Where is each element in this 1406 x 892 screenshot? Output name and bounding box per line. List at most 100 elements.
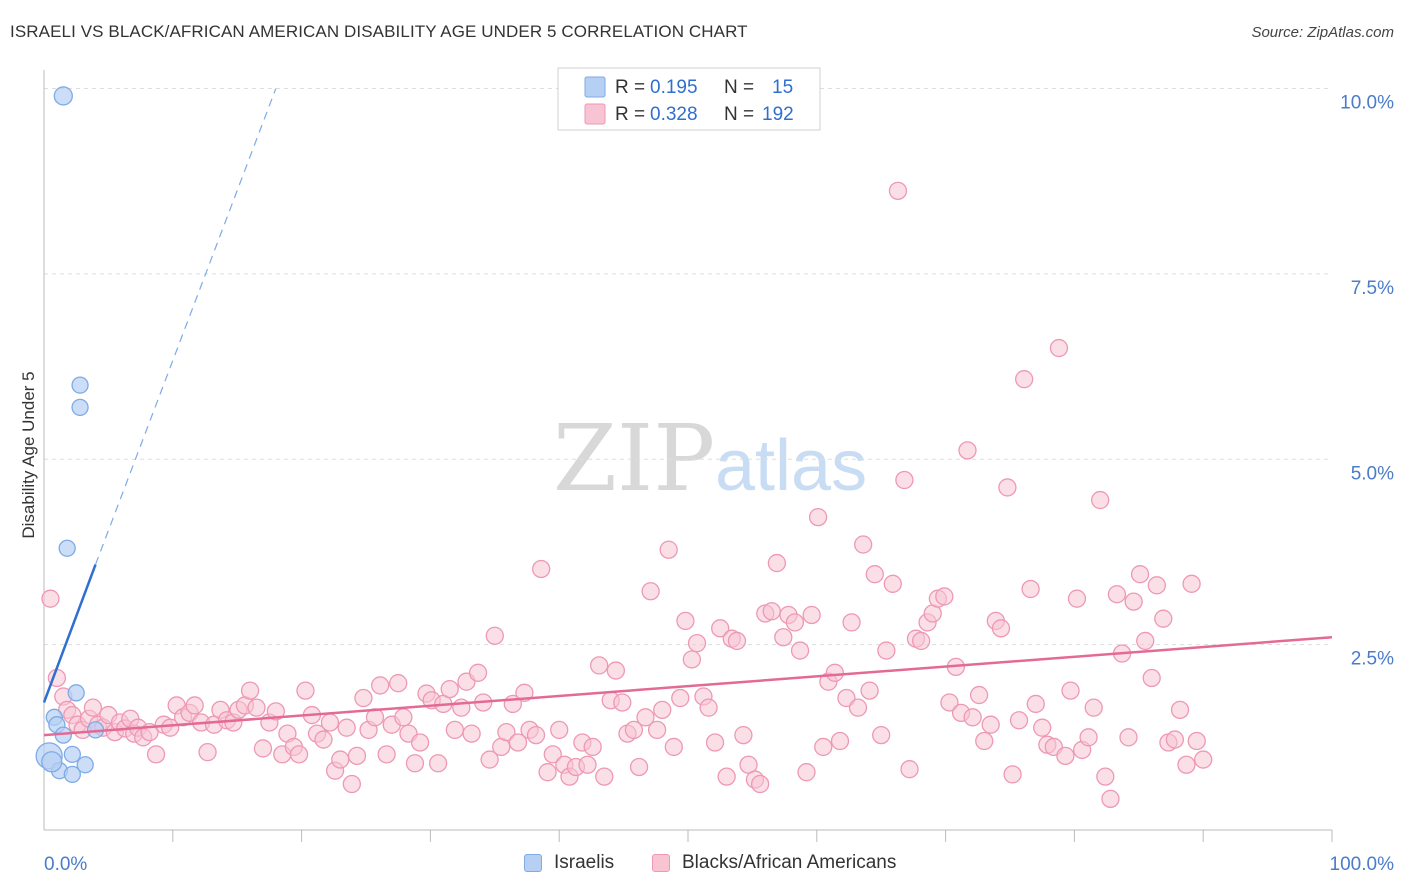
point-blacks-119 bbox=[727, 631, 747, 651]
point-blacks-94 bbox=[583, 737, 602, 757]
point-blacks-163 bbox=[981, 715, 1000, 734]
legend-label-blacks: Blacks/African Americans bbox=[682, 852, 897, 873]
point-blacks-93 bbox=[578, 755, 597, 774]
point-blacks-147 bbox=[888, 181, 908, 201]
point-blacks-182 bbox=[1091, 490, 1110, 510]
point-blacks-109 bbox=[671, 688, 690, 708]
point-blacks-159 bbox=[958, 441, 977, 460]
trendline-blacks bbox=[43, 635, 1333, 737]
point-blacks-102 bbox=[629, 757, 649, 777]
point-blacks-155 bbox=[935, 587, 954, 606]
point-blacks-87 bbox=[543, 745, 562, 764]
point-blacks-52 bbox=[342, 774, 361, 794]
y-tick-label-0: 2.5% bbox=[1351, 649, 1394, 670]
source-credit: Source: ZipAtlas.com bbox=[1251, 24, 1394, 41]
point-blacks-84 bbox=[526, 725, 546, 745]
legend-item-israelis[interactable]: Israelis bbox=[524, 852, 614, 874]
point-blacks-167 bbox=[1003, 765, 1022, 784]
series-israelis-points bbox=[35, 86, 105, 784]
point-blacks-85 bbox=[532, 559, 551, 579]
point-blacks-195 bbox=[1165, 730, 1185, 749]
legend-bottom: Israelis Blacks/African Americans bbox=[0, 850, 1406, 880]
y-tick-label-2: 7.5% bbox=[1351, 278, 1394, 299]
point-blacks-129 bbox=[785, 613, 805, 632]
point-blacks-50 bbox=[331, 750, 350, 769]
point-blacks-176 bbox=[1056, 746, 1075, 766]
legend-r-label-1: R = bbox=[615, 77, 645, 98]
point-blacks-146 bbox=[883, 574, 902, 593]
point-blacks-104 bbox=[641, 582, 660, 601]
point-blacks-115 bbox=[705, 733, 725, 752]
point-israelis-4 bbox=[67, 684, 85, 702]
legend-n-label-2: N = bbox=[724, 104, 754, 125]
point-blacks-133 bbox=[808, 507, 828, 527]
point-blacks-22 bbox=[161, 718, 180, 737]
point-blacks-107 bbox=[659, 540, 678, 559]
point-blacks-137 bbox=[830, 731, 850, 751]
point-blacks-76 bbox=[480, 750, 499, 769]
point-blacks-148 bbox=[895, 470, 914, 490]
watermark-atlas: atlas bbox=[715, 426, 867, 506]
point-blacks-191 bbox=[1142, 668, 1161, 688]
point-blacks-114 bbox=[699, 698, 718, 717]
legend-n-label-1: N = bbox=[724, 77, 754, 98]
point-blacks-132 bbox=[802, 605, 821, 625]
point-blacks-183 bbox=[1096, 767, 1115, 786]
point-blacks-169 bbox=[1015, 370, 1034, 389]
point-blacks-120 bbox=[734, 725, 753, 745]
point-blacks-63 bbox=[405, 754, 425, 773]
legend-n-value-2: 192 bbox=[762, 104, 794, 125]
point-blacks-143 bbox=[865, 565, 884, 584]
point-blacks-64 bbox=[410, 733, 430, 752]
point-blacks-95 bbox=[589, 656, 609, 675]
point-blacks-134 bbox=[814, 737, 833, 757]
point-blacks-96 bbox=[595, 767, 614, 786]
series-blacks-points bbox=[41, 181, 1213, 809]
point-blacks-171 bbox=[1026, 694, 1045, 714]
point-israelis-2 bbox=[71, 376, 89, 394]
point-blacks-187 bbox=[1119, 728, 1138, 747]
point-blacks-43 bbox=[289, 745, 309, 764]
x-tick-label-min: 0.0% bbox=[44, 854, 87, 875]
gridlines bbox=[44, 88, 1332, 646]
point-blacks-139 bbox=[842, 613, 861, 632]
point-blacks-181 bbox=[1084, 698, 1103, 717]
point-blacks-106 bbox=[653, 700, 672, 720]
point-israelis-10 bbox=[63, 745, 81, 764]
point-blacks-123 bbox=[750, 774, 770, 794]
point-blacks-170 bbox=[1021, 579, 1040, 599]
point-blacks-28 bbox=[198, 742, 217, 762]
legend-n-value-1: 15 bbox=[772, 77, 793, 98]
x-tick-label-max: 100.0% bbox=[1330, 854, 1395, 875]
point-blacks-156 bbox=[940, 693, 959, 712]
point-blacks-116 bbox=[711, 619, 730, 638]
point-blacks-130 bbox=[790, 641, 810, 660]
y-tick-labels: 2.5% 5.0% 7.5% 10.0% bbox=[1340, 93, 1394, 670]
legend-item-blacks[interactable]: Blacks/African Americans bbox=[652, 852, 896, 874]
point-blacks-73 bbox=[462, 724, 481, 743]
point-blacks-79 bbox=[497, 722, 516, 742]
point-blacks-199 bbox=[1187, 731, 1206, 751]
point-blacks-101 bbox=[624, 720, 644, 740]
point-blacks-51 bbox=[337, 718, 356, 737]
point-blacks-112 bbox=[687, 634, 707, 653]
legend-r-value-1: 0.195 bbox=[650, 77, 698, 98]
point-blacks-172 bbox=[1033, 718, 1052, 737]
point-blacks-0 bbox=[41, 589, 60, 608]
point-blacks-37 bbox=[253, 739, 273, 758]
point-blacks-126 bbox=[767, 553, 787, 573]
x-ticks bbox=[172, 830, 1333, 842]
point-blacks-103 bbox=[636, 708, 655, 727]
point-blacks-117 bbox=[717, 767, 736, 786]
point-blacks-111 bbox=[682, 650, 702, 669]
point-blacks-54 bbox=[354, 688, 373, 708]
point-blacks-188 bbox=[1124, 592, 1143, 611]
point-blacks-60 bbox=[389, 674, 408, 693]
watermark-zip: ZIP bbox=[553, 405, 715, 512]
y-tick-label-3: 10.0% bbox=[1340, 93, 1394, 114]
point-blacks-98 bbox=[606, 661, 626, 680]
point-blacks-192 bbox=[1147, 576, 1166, 595]
point-blacks-168 bbox=[1009, 711, 1029, 730]
point-blacks-125 bbox=[762, 602, 781, 621]
legend-swatch-blacks bbox=[584, 103, 606, 125]
